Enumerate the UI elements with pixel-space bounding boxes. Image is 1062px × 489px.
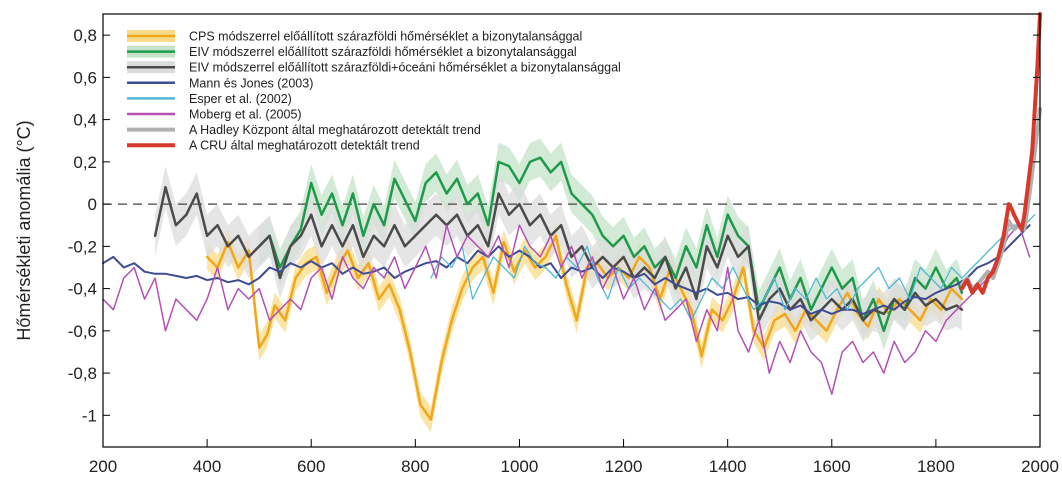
x-tick-label: 1600 xyxy=(813,457,851,476)
y-tick-label: 0,2 xyxy=(73,153,97,172)
legend-label: Moberg et al. (2005) xyxy=(189,108,302,122)
y-tick-label: 0 xyxy=(88,195,97,214)
legend-label: A CRU által meghatározott detektált tren… xyxy=(189,139,420,153)
y-tick-label: 0,6 xyxy=(73,68,97,87)
legend-label: EIV módszerrel előállított szárazföldi+ó… xyxy=(189,61,621,75)
y-tick-label: -1 xyxy=(82,406,97,425)
x-tick-label: 1800 xyxy=(917,457,955,476)
legend: CPS módszerrel előállított szárazföldi h… xyxy=(127,30,621,153)
x-tick-label: 600 xyxy=(297,457,325,476)
series-line-4 xyxy=(430,214,1036,321)
x-axis: 200 400 600 800 1000 1200 1400 1600 1800 2000 xyxy=(89,439,1059,476)
y-axis-title: Hőmérsékleti anomália (°C) xyxy=(14,120,34,340)
x-tick-label: 2000 xyxy=(1021,457,1059,476)
legend-label: A Hadley Központ által meghatározott det… xyxy=(189,123,481,137)
y-tick-label: -0,2 xyxy=(68,237,97,256)
series-line-2 xyxy=(153,185,964,322)
x-tick-label: 1400 xyxy=(709,457,747,476)
x-tick-label: 1200 xyxy=(605,457,643,476)
y-tick-label: -0,6 xyxy=(68,322,97,341)
legend-label: Esper et al. (2002) xyxy=(189,92,292,106)
x-tick-label: 800 xyxy=(401,457,429,476)
legend-label: EIV módszerrel előállított szárazföldi h… xyxy=(189,45,577,59)
series-line-5 xyxy=(102,224,1031,395)
y-tick-label: -0,4 xyxy=(68,280,97,299)
y-tick-label: 0,8 xyxy=(73,26,97,45)
y-tick-label: 0,4 xyxy=(73,111,97,130)
series-line-3 xyxy=(102,224,1031,315)
series-line-1 xyxy=(257,156,964,333)
x-tick-label: 200 xyxy=(89,457,117,476)
plot-frame xyxy=(102,13,1041,448)
series-band-2 xyxy=(155,166,962,342)
y-axis: 0,8 0,6 0,4 0,2 0 -0,2 -0,4 -0,6 -0,8 -1 xyxy=(68,26,1040,425)
legend-label: CPS módszerrel előállított szárazföldi h… xyxy=(189,30,582,44)
series-line-7 xyxy=(959,12,1042,295)
x-tick-label: 400 xyxy=(193,457,221,476)
y-tick-label: -0,8 xyxy=(68,364,97,383)
x-tick-label: 1000 xyxy=(501,457,539,476)
legend-label: Mann és Jones (2003) xyxy=(189,76,313,90)
series-lines xyxy=(102,12,1042,421)
